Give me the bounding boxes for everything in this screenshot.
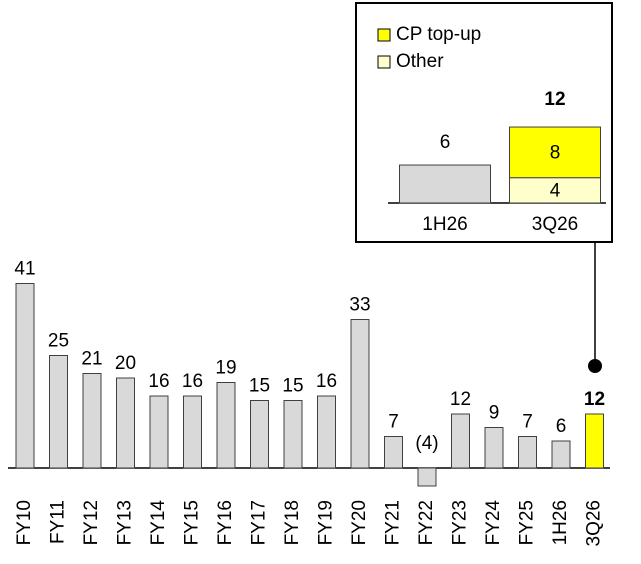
total-label: 12 — [544, 89, 565, 110]
segment-label: 8 — [550, 142, 561, 163]
value-label: 6 — [556, 416, 567, 437]
x-tick-label: 3Q26 — [532, 214, 578, 235]
x-tick-label: 1H26 — [550, 500, 571, 545]
x-tick-label: 1H26 — [422, 214, 467, 235]
legend-label: CP top-up — [396, 24, 481, 45]
value-label: 20 — [115, 353, 136, 374]
bar — [518, 436, 537, 469]
value-label: 15 — [249, 376, 270, 397]
legend-swatch — [377, 55, 391, 69]
value-label: 19 — [215, 358, 236, 379]
value-label: 7 — [388, 412, 399, 433]
value-label: 12 — [584, 389, 605, 410]
bar-segment — [509, 177, 601, 204]
bar — [484, 427, 504, 469]
x-tick-label: FY19 — [316, 500, 337, 545]
bar — [283, 400, 303, 469]
bar — [399, 164, 491, 204]
bar-segment — [509, 126, 601, 179]
x-tick-label: FY14 — [148, 500, 169, 546]
x-tick-label: FY16 — [215, 500, 236, 545]
value-label: 6 — [440, 132, 451, 153]
x-tick-label: FY12 — [81, 500, 102, 545]
bar — [49, 355, 68, 469]
bar — [350, 319, 370, 469]
x-tick-label: FY22 — [416, 500, 437, 545]
bar — [551, 440, 571, 469]
bar — [216, 382, 236, 469]
x-tick-label: FY20 — [349, 500, 370, 545]
value-label: 41 — [14, 259, 35, 280]
x-tick-label: FY17 — [249, 500, 270, 545]
value-label: 16 — [182, 371, 203, 392]
x-tick-label: FY24 — [483, 500, 504, 546]
value-label: 16 — [148, 371, 169, 392]
value-label: (4) — [415, 433, 438, 454]
bar — [384, 436, 403, 469]
value-label: 9 — [489, 403, 500, 424]
bar — [585, 413, 604, 469]
value-label: 21 — [81, 349, 102, 370]
bar — [183, 395, 202, 469]
bar — [149, 395, 169, 469]
bar — [250, 400, 269, 469]
bar — [317, 395, 336, 469]
legend-swatch — [377, 28, 391, 42]
x-tick-label: FY10 — [14, 500, 35, 545]
bar — [82, 373, 102, 469]
legend-label: Other — [396, 51, 444, 72]
bar — [451, 413, 470, 469]
x-tick-label: FY13 — [115, 500, 136, 545]
x-tick-label: FY11 — [48, 500, 69, 544]
bar — [15, 283, 35, 469]
x-tick-label: FY18 — [282, 500, 303, 545]
connector-dot — [588, 359, 602, 373]
x-tick-label: 3Q26 — [584, 500, 605, 546]
x-tick-label: FY21 — [383, 500, 404, 545]
bar — [417, 467, 437, 487]
value-label: 25 — [48, 331, 69, 352]
bar — [116, 377, 135, 469]
x-tick-label: FY23 — [450, 500, 471, 545]
value-label: 12 — [450, 389, 471, 410]
inset-box — [355, 2, 613, 243]
value-label: 15 — [282, 376, 303, 397]
segment-label: 4 — [550, 180, 561, 201]
x-tick-label: FY25 — [517, 500, 538, 545]
value-label: 7 — [522, 412, 533, 433]
x-tick-label: FY15 — [182, 500, 203, 545]
value-label: 33 — [349, 295, 370, 316]
value-label: 16 — [316, 371, 337, 392]
